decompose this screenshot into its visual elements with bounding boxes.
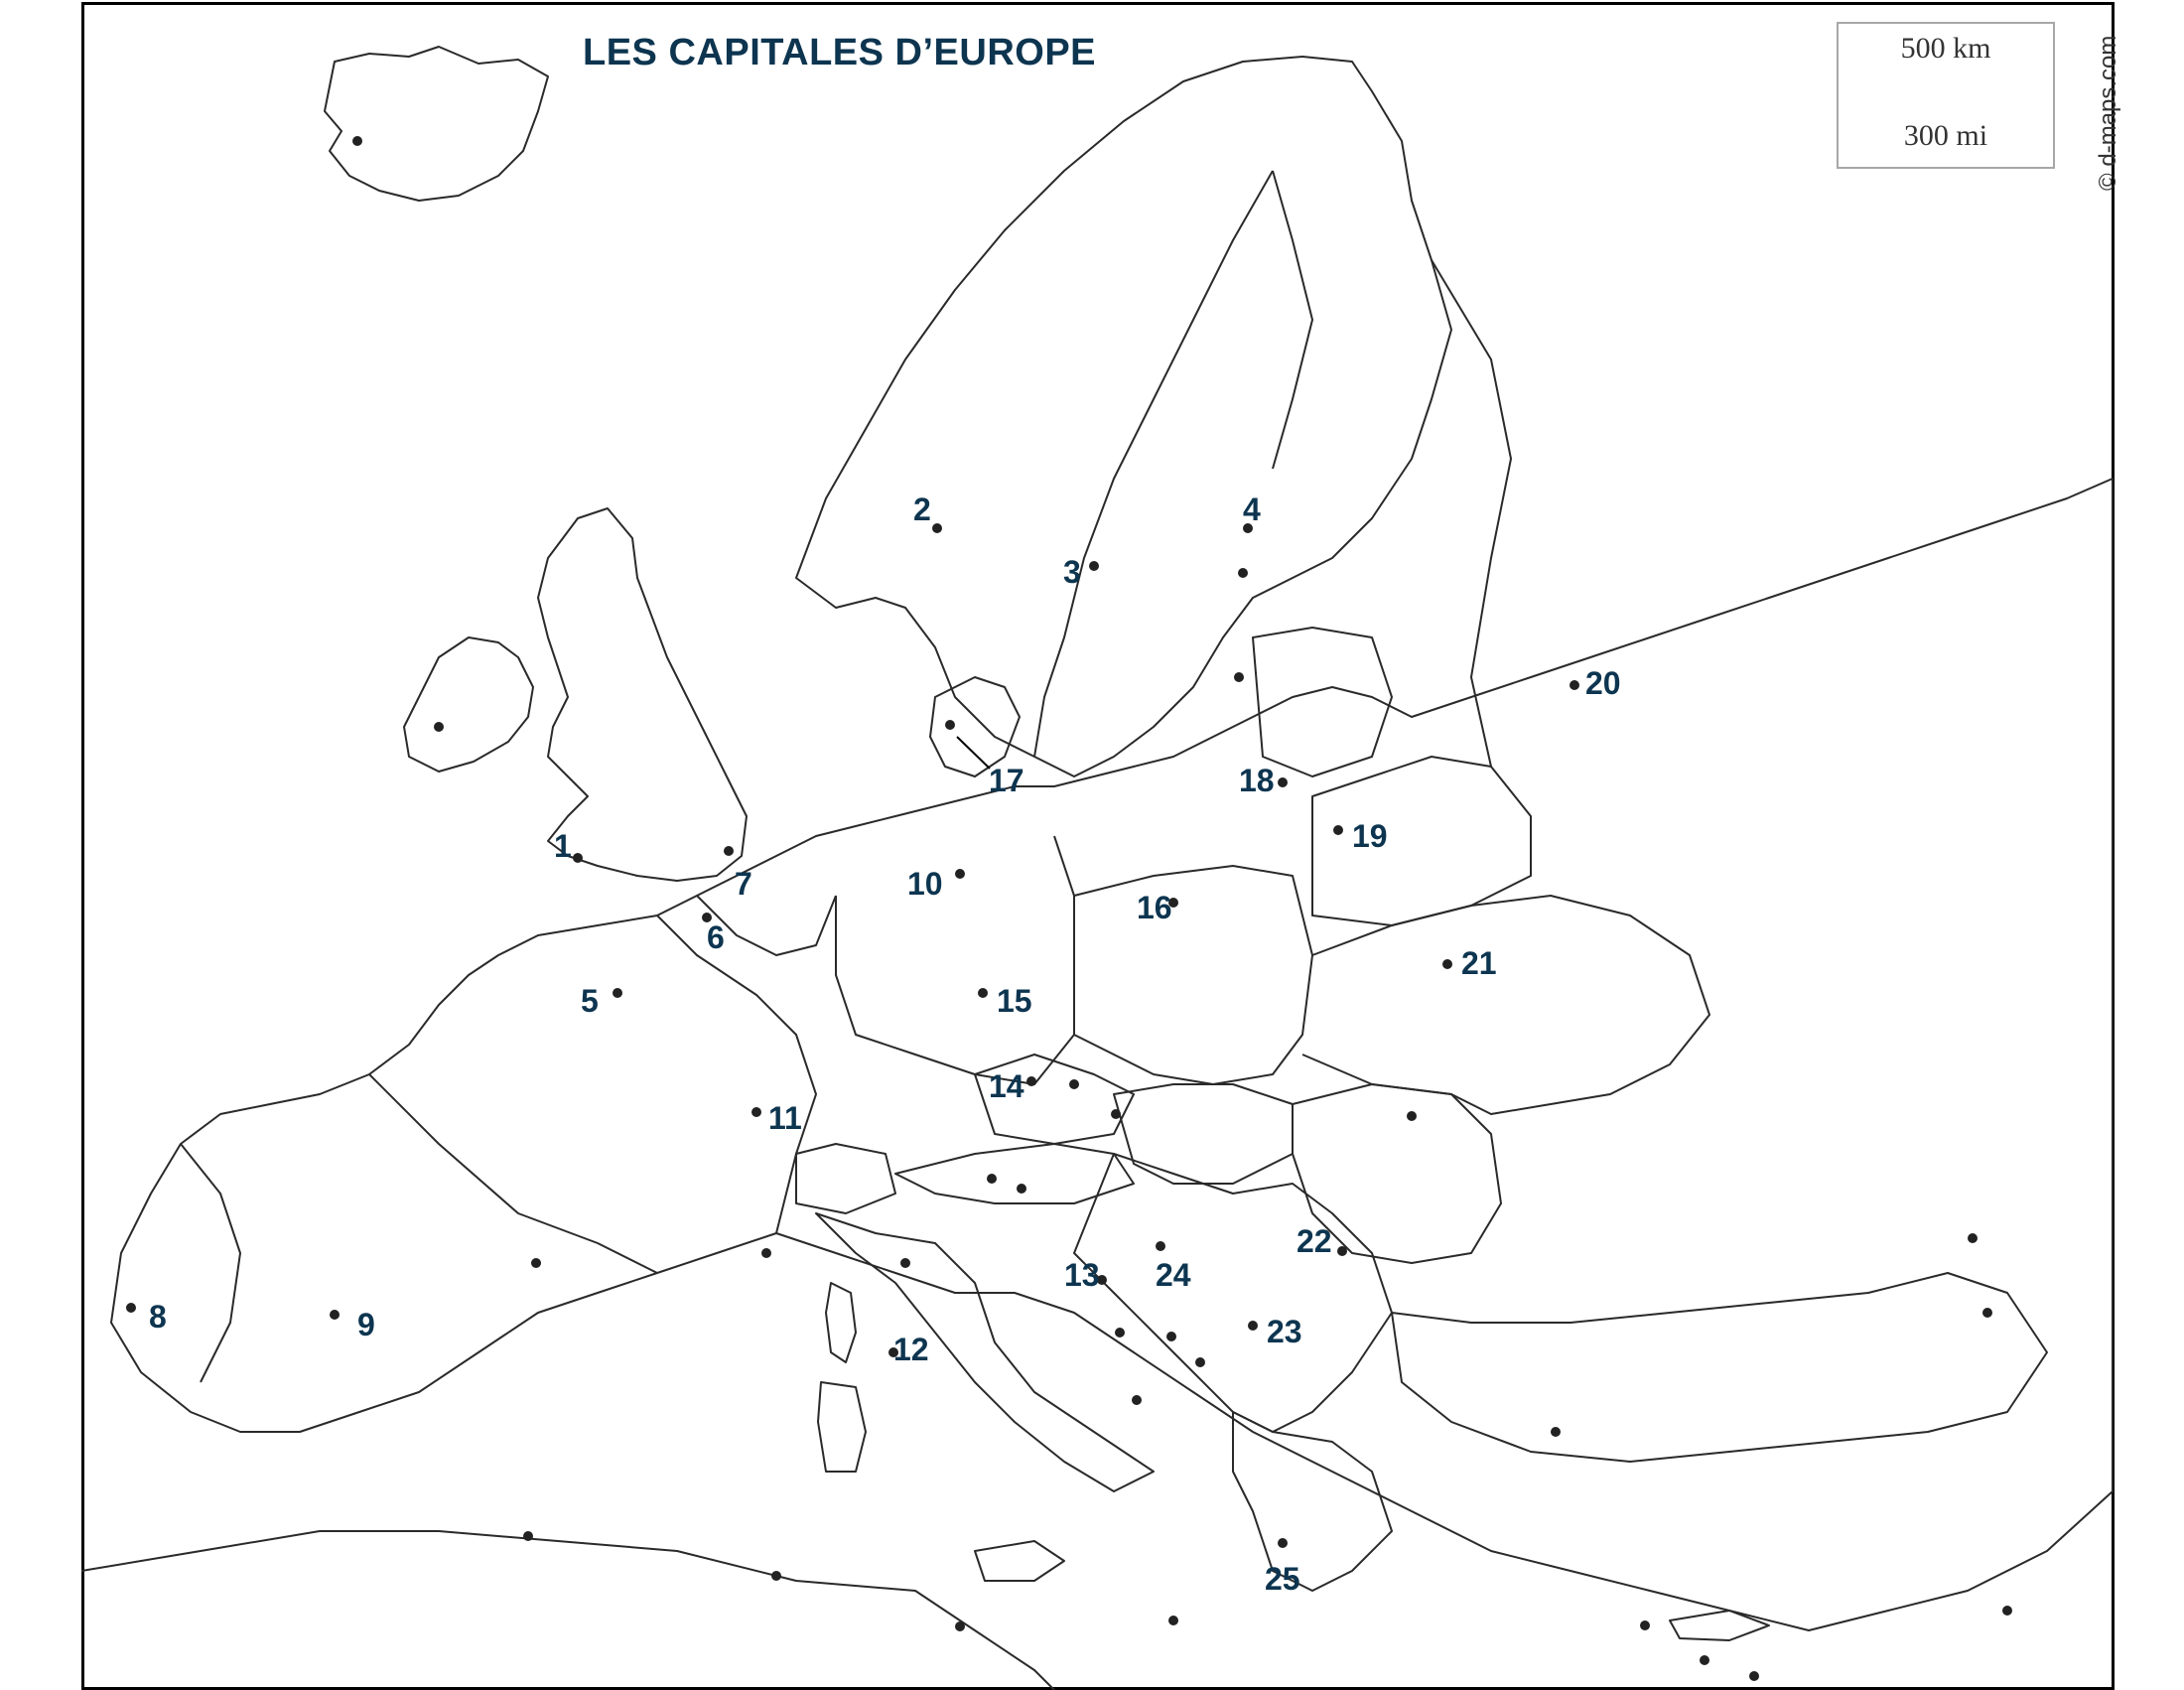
dot-17 — [945, 720, 955, 730]
capital-label-11: 11 — [768, 1100, 802, 1136]
dot-18 — [1278, 777, 1288, 787]
russia-border — [1431, 259, 1512, 768]
capital-label-3: 3 — [1063, 554, 1081, 590]
dot-12 — [888, 1347, 898, 1357]
italy-outline — [815, 1212, 1155, 1492]
dot-14 — [1026, 1076, 1036, 1086]
ukraine-border — [1301, 895, 1710, 1115]
capital-label-5: 5 — [581, 983, 599, 1019]
dot-19 — [1333, 825, 1343, 835]
attribution-label: © d-maps.com — [2095, 35, 2121, 191]
great-britain-outline — [537, 507, 748, 882]
dot-21 — [1442, 959, 1452, 969]
sweden-finland-border — [1272, 170, 1313, 470]
dot-23 — [1248, 1321, 1258, 1331]
map-title: LES CAPITALES D’EUROPE — [583, 32, 1097, 73]
capital-label-14: 14 — [989, 1068, 1024, 1104]
baltics-border — [1252, 627, 1393, 777]
capital-label-4: 4 — [1243, 492, 1261, 527]
capital-label-12: 12 — [893, 1332, 929, 1367]
dot-5 — [613, 988, 622, 998]
dot-15 — [978, 988, 988, 998]
norway-sweden-border — [1033, 170, 1274, 758]
ireland-outline — [403, 636, 534, 773]
dot-25 — [1278, 1538, 1288, 1548]
north-africa-coast — [81, 1530, 1055, 1690]
country-borders — [81, 46, 2114, 1690]
dot-7 — [724, 846, 734, 856]
map-outline-svg — [81, 2, 2115, 1690]
capital-label-21: 21 — [1461, 945, 1497, 981]
scandinavia-outline — [795, 56, 1452, 777]
portugal-border — [180, 1143, 241, 1383]
capital-label-17: 17 — [989, 763, 1024, 798]
capital-label-8: 8 — [149, 1299, 167, 1335]
capital-label-9: 9 — [357, 1307, 375, 1342]
scale-mi-label: 300 mi — [1903, 119, 1988, 152]
capital-dots — [126, 136, 2012, 1681]
dot-11 — [751, 1107, 761, 1117]
austria-border — [894, 1143, 1135, 1204]
corsica-outline — [825, 1282, 857, 1363]
continent-outline — [110, 478, 2114, 1631]
iceland-outline — [324, 46, 549, 202]
capital-label-7: 7 — [735, 866, 752, 902]
belarus-border — [1311, 756, 1532, 926]
capital-label-10: 10 — [907, 866, 943, 902]
capital-label-25: 25 — [1265, 1561, 1300, 1597]
capital-label-19: 19 — [1352, 818, 1388, 854]
sardinia-outline — [817, 1381, 867, 1473]
dot-20 — [1570, 680, 1579, 690]
turkey-border — [1391, 1272, 2048, 1463]
greece-outline — [1232, 1411, 1393, 1592]
capital-label-20: 20 — [1585, 665, 1621, 701]
dot-1 — [573, 853, 583, 863]
capital-label-24: 24 — [1156, 1257, 1191, 1293]
dot-2 — [932, 523, 942, 533]
capital-label-2: 2 — [913, 492, 931, 527]
spain-france-border — [368, 1073, 658, 1274]
poland-border — [1073, 865, 1313, 1085]
denmark-outline — [929, 676, 1021, 777]
dot-6 — [702, 913, 712, 922]
scale-km-label: 500 km — [1900, 32, 1991, 65]
dot-10 — [955, 869, 965, 879]
capital-label-23: 23 — [1267, 1314, 1302, 1349]
capital-label-16: 16 — [1137, 890, 1172, 925]
capital-label-15: 15 — [997, 983, 1032, 1019]
sicily-outline — [974, 1540, 1065, 1582]
capital-label-6: 6 — [707, 919, 725, 955]
dot-24 — [1156, 1241, 1165, 1251]
dot-3 — [1089, 561, 1099, 571]
benelux-border — [696, 895, 837, 956]
dot-8 — [126, 1303, 136, 1313]
capital-label-1: 1 — [554, 828, 572, 864]
map-frame-border — [81, 2, 2115, 1690]
dot-22 — [1337, 1246, 1347, 1256]
europe-map: LES CAPITALES D’EUROPE 500 km 300 mi © d… — [81, 2, 2121, 1690]
switzerland-border — [795, 1143, 896, 1214]
dot-9 — [330, 1310, 340, 1320]
label-17-leader — [956, 736, 991, 770]
balkans-border — [1073, 1153, 1393, 1433]
capital-label-22: 22 — [1297, 1223, 1332, 1259]
dot-4 — [1243, 523, 1253, 533]
dot-16 — [1168, 898, 1178, 908]
dot-13 — [1097, 1275, 1107, 1285]
scale-box: 500 km 300 mi — [1837, 22, 2055, 169]
cyprus-outline — [1669, 1610, 1770, 1641]
czech-border — [974, 1054, 1135, 1145]
germany-border — [835, 835, 1075, 1085]
capital-label-18: 18 — [1239, 763, 1275, 798]
capital-label-13: 13 — [1064, 1257, 1100, 1293]
